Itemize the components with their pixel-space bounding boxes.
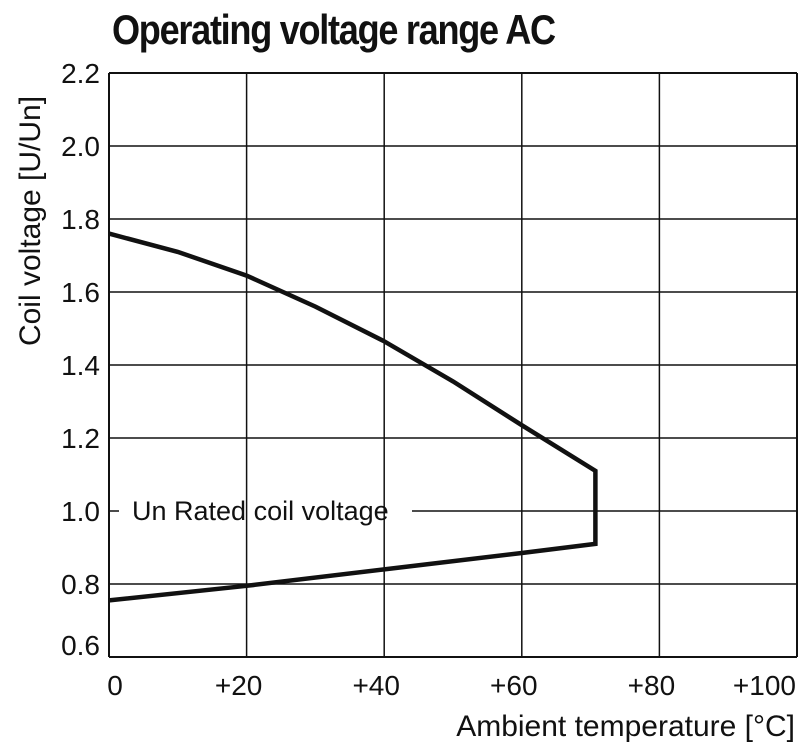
- voltage-range-line: [108, 231, 598, 603]
- x-tick-label: +60: [490, 670, 538, 701]
- x-tick-label: +20: [215, 670, 263, 701]
- rated-voltage-annotation: Un Rated coil voltage: [132, 496, 389, 526]
- annotation-group: Un Rated coil voltage: [132, 496, 389, 526]
- x-axis-label: Ambient temperature [°C]: [456, 710, 795, 743]
- y-tick-label: 1.8: [61, 204, 100, 235]
- y-tick-label: 0.8: [61, 569, 100, 600]
- x-tick-label: +100: [733, 670, 796, 701]
- y-tick-label: 2.2: [61, 58, 100, 89]
- chart-title: Operating voltage range AC: [112, 6, 556, 53]
- tick-labels: 0 +20 +40 +60 +80 +100 0.6 0.8 1.0 1.2 1.4 1.6 1.8 2.…: [61, 58, 796, 701]
- grid-lines: [108, 72, 798, 658]
- y-tick-label: 1.4: [61, 350, 100, 381]
- y-tick-label: 0.6: [61, 630, 100, 661]
- y-tick-label: 1.6: [61, 277, 100, 308]
- x-tick-label: 0: [107, 670, 123, 701]
- x-tick-label: +80: [628, 670, 676, 701]
- y-axis-label: Coil voltage [U/Un]: [14, 96, 47, 346]
- y-tick-label: 2.0: [61, 131, 100, 162]
- x-tick-label: +40: [352, 670, 400, 701]
- y-tick-label: 1.0: [61, 496, 100, 527]
- series-group: [108, 231, 598, 603]
- y-tick-label: 1.2: [61, 423, 100, 454]
